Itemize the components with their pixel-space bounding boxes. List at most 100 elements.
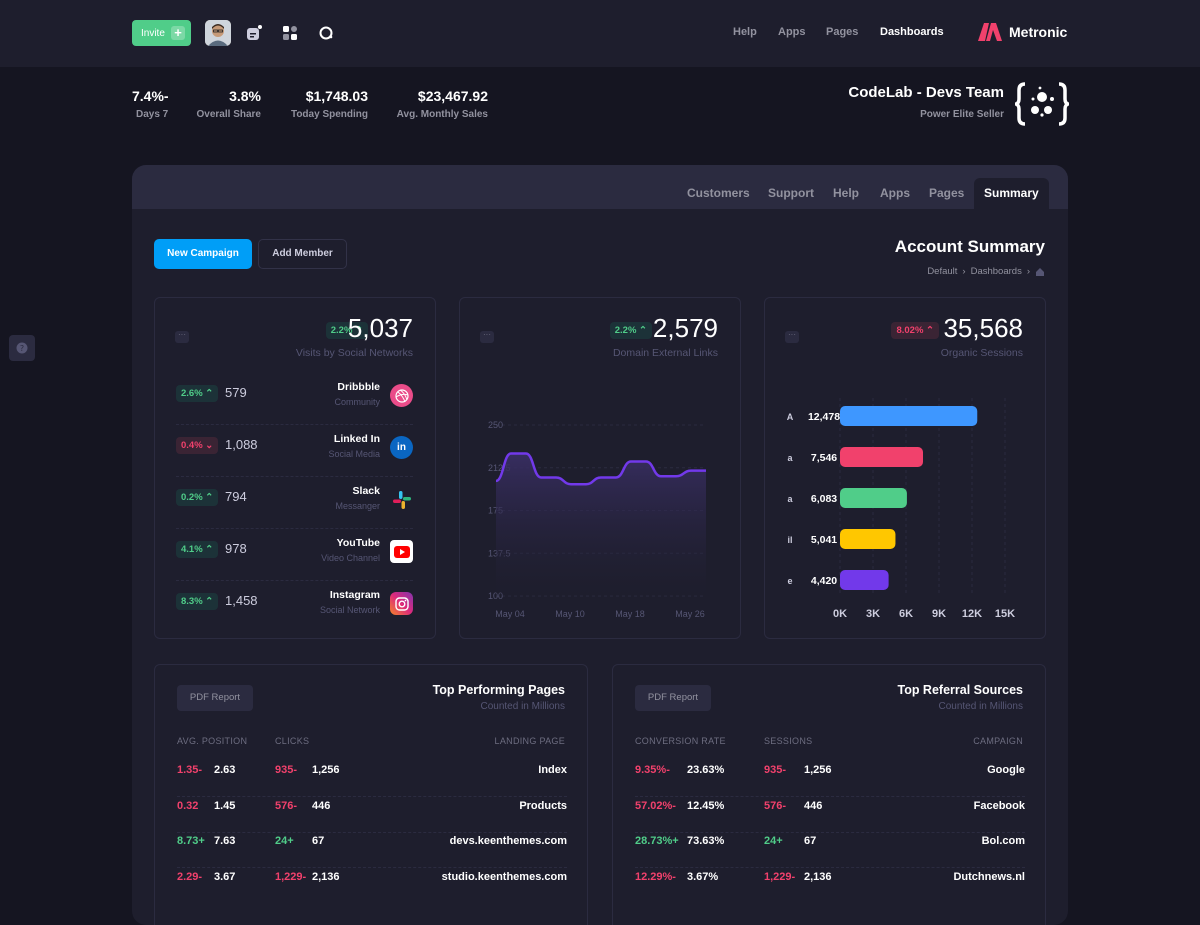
pdf-report-button[interactable]: PDF Report <box>177 685 253 711</box>
tab-summary[interactable]: Summary <box>974 178 1049 212</box>
col-avg-position: AVG. POSITION <box>177 736 248 746</box>
linkedin-icon: in <box>390 436 413 459</box>
table-cell: 446 <box>804 799 823 812</box>
table-cell: 67 <box>312 835 325 847</box>
table-row[interactable]: 2.29- 3.67 1,229- 2,136 studio.keenthemes.co… <box>177 868 567 904</box>
more-icon[interactable]: ··· <box>175 331 189 343</box>
home-icon[interactable] <box>1035 267 1045 277</box>
tab-support[interactable]: Support <box>768 186 814 200</box>
avatar[interactable] <box>205 20 231 46</box>
page-heading: Account Summary Default › Dashboards › <box>895 237 1045 277</box>
tabs-bar: Customers Support Help Apps Pages Summar… <box>132 165 1068 212</box>
table-cell: 1.45 <box>214 799 236 812</box>
add-member-button[interactable]: Add Member <box>258 239 347 269</box>
brand-logo[interactable]: Metronic <box>977 22 1067 42</box>
series-line <box>495 452 706 486</box>
nav-dashboards[interactable]: Dashboards <box>880 26 944 38</box>
referral-sources-card: PDF Report Top Referral Sources Counted i… <box>612 664 1046 925</box>
social-visits-card: ··· 2.2% ⌃ 5,037 Visits by Social Networ… <box>154 297 436 639</box>
card3-label: Organic Sessions <box>940 347 1023 359</box>
apps-grid-icon[interactable] <box>281 24 299 42</box>
table-row[interactable]: 8.73+ 7.63 24+ 67 devs.keenthemes.com <box>177 832 567 868</box>
breadcrumb: Default › Dashboards › <box>895 266 1045 277</box>
table-row[interactable]: 1.35- 2.63 935- 1,256 Index <box>177 761 567 797</box>
stat-days: 7.4%- Days 7 <box>132 88 169 120</box>
table-cell: 576- <box>275 799 298 812</box>
tab-customers[interactable]: Customers <box>687 186 750 200</box>
list-item[interactable]: 0.2% ⌃ 794 Slack Messanger <box>176 477 413 529</box>
svg-text:?: ? <box>20 344 24 353</box>
main-panel: Customers Support Help Apps Pages Summar… <box>132 165 1068 925</box>
help-side-button[interactable]: ? <box>9 335 35 361</box>
external-links-card: ··· 2.2% ⌃ 2,579 Domain External Links 2… <box>459 297 741 639</box>
youtube-icon <box>390 540 413 563</box>
x-tick-label: 0K <box>833 608 847 620</box>
tab-apps[interactable]: Apps <box>880 186 910 200</box>
list-item[interactable]: 8.3% ⌃ 1,458 Instagram Social Network <box>176 581 413 633</box>
x-tick-label: May 18 <box>615 609 645 619</box>
card3-change: 8.02% ⌃ <box>891 320 939 339</box>
team-info: CodeLab - Devs Team Power Elite Seller <box>848 84 1004 120</box>
bar-value-label: 5,041 <box>811 534 837 546</box>
top-pages-title: Top Performing Pages <box>432 683 565 697</box>
change-badge: 8.3% ⌃ <box>176 593 219 610</box>
notes-icon[interactable] <box>245 24 263 42</box>
list-item[interactable]: 4.1% ⌃ 978 YouTube Video Channel <box>176 529 413 581</box>
table-cell: 576- <box>764 799 787 812</box>
breadcrumb-default[interactable]: Default <box>927 266 958 277</box>
theme-toggle-icon[interactable] <box>317 24 335 42</box>
category-label: a <box>787 494 793 504</box>
tab-help[interactable]: Help <box>833 186 860 200</box>
table-cell: 24+ <box>275 835 294 847</box>
pdf-report-button[interactable]: PDF Report <box>635 685 711 711</box>
card1-label: Visits by Social Networks <box>295 347 413 359</box>
more-icon[interactable]: ··· <box>480 331 494 343</box>
nav-pages[interactable]: Pages <box>826 26 859 38</box>
invite-button[interactable]: Invite + <box>132 20 191 46</box>
table-cell: 73.63% <box>687 835 725 847</box>
col-sessions: SESSIONS <box>764 736 813 746</box>
tab-pages[interactable]: Pages <box>929 186 965 200</box>
card1-change: 2.2% ⌃ <box>325 320 368 339</box>
table-cell: studio.keenthemes.com <box>441 870 567 883</box>
change-badge: 2.6% ⌃ <box>176 385 219 402</box>
table-cell: 2.63 <box>214 764 236 776</box>
nav-apps[interactable]: Apps <box>778 26 806 38</box>
table-row[interactable]: 28.73%+ 73.63% 24+ 67 Bol.com <box>635 832 1025 868</box>
table-cell: 7.63 <box>214 835 236 847</box>
codelab-logo-icon <box>1015 82 1069 126</box>
breadcrumb-dashboards[interactable]: Dashboards <box>970 266 1022 277</box>
card2-label: Domain External Links <box>612 347 718 359</box>
y-tick-label: 212.5 <box>488 463 511 473</box>
new-campaign-button[interactable]: New Campaign <box>154 239 252 269</box>
table-cell: 28.73%+ <box>635 835 679 847</box>
list-item[interactable]: 2.6% ⌃ 579 Dribbble Community <box>176 373 413 425</box>
table-cell: 935- <box>275 764 298 776</box>
col-conversion-rate: CONVERSION RATE <box>635 736 726 746</box>
list-item[interactable]: 0.4% ⌄ 1,088 Linked In Social Media in <box>176 425 413 477</box>
change-badge: 4.1% ⌃ <box>176 541 219 558</box>
bar-value-label: 12,478 <box>808 411 840 423</box>
more-icon[interactable]: ··· <box>785 331 799 343</box>
x-tick-label: May 26 <box>675 609 705 619</box>
top-pages-card: PDF Report Top Performing Pages Counted i… <box>154 664 588 925</box>
table-cell: 67 <box>804 835 817 847</box>
col-landing-page: LANDING PAGE <box>494 736 565 746</box>
metronic-logo-icon <box>978 23 1002 41</box>
x-tick-label: May 10 <box>555 609 585 619</box>
table-row[interactable]: 0.32 1.45 576- 446 Products <box>177 797 567 833</box>
plus-icon: + <box>171 26 185 40</box>
y-tick-label: 250 <box>488 420 503 430</box>
change-badge: 0.4% ⌄ <box>176 437 219 454</box>
brand-name: Metronic <box>1009 24 1068 40</box>
table-row[interactable]: 57.02%- 12.45% 576- 446 Facebook <box>635 797 1025 833</box>
nav-help[interactable]: Help <box>733 26 757 38</box>
table-cell: devs.keenthemes.com <box>449 835 567 847</box>
x-tick-label: 15K <box>995 608 1015 620</box>
table-row[interactable]: 12.29%- 3.67% 1,229- 2,136 Dutchnews.nl <box>635 868 1025 904</box>
table-cell: 12.29%- <box>635 870 676 883</box>
question-icon: ? <box>16 342 28 354</box>
table-cell: 1,256 <box>312 764 340 776</box>
table-row[interactable]: 9.35%- 23.63% 935- 1,256 Google <box>635 761 1025 797</box>
